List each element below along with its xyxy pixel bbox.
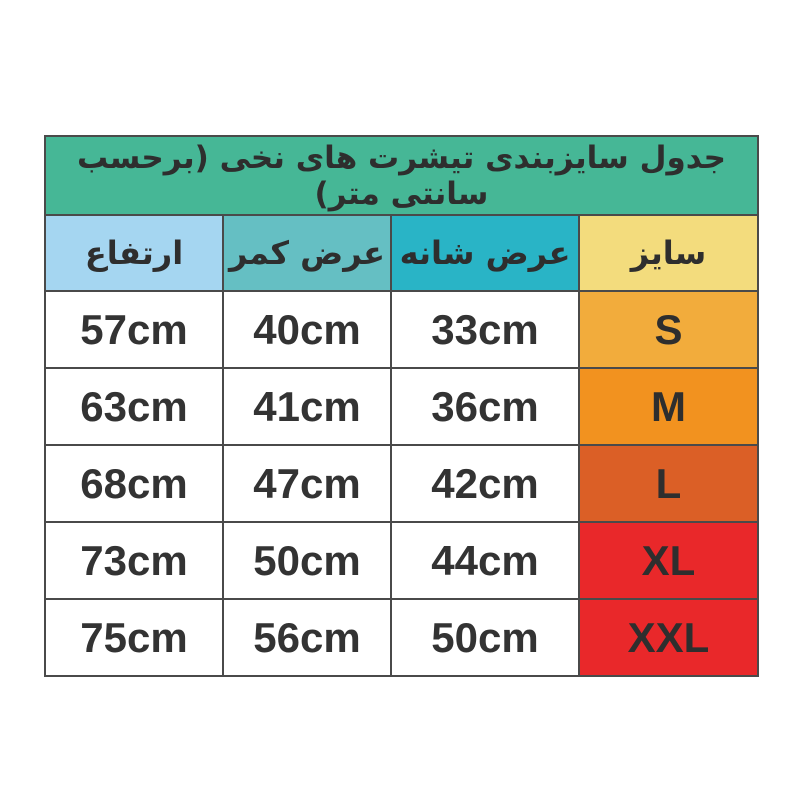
table-row-m: M 36cm 41cm 63cm [44, 367, 759, 446]
waist-width-cell: 47cm [222, 444, 392, 523]
size-cell: XXL [578, 598, 759, 677]
size-chart-table: جدول سایزبندی تیشرت های نخی (برحسب سانتی… [44, 135, 759, 677]
shoulder-width-cell: 33cm [390, 290, 580, 369]
column-header-height: ارتفاع [44, 214, 224, 292]
shoulder-width-cell: 50cm [390, 598, 580, 677]
title-row: جدول سایزبندی تیشرت های نخی (برحسب سانتی… [44, 135, 759, 216]
column-header-size: سایز [578, 214, 759, 292]
size-cell: M [578, 367, 759, 446]
size-cell: L [578, 444, 759, 523]
table-row-xl: XL 44cm 50cm 73cm [44, 521, 759, 600]
table-row-xxl: XXL 50cm 56cm 75cm [44, 598, 759, 677]
waist-width-cell: 50cm [222, 521, 392, 600]
height-cell: 73cm [44, 521, 224, 600]
shoulder-width-cell: 42cm [390, 444, 580, 523]
size-cell: XL [578, 521, 759, 600]
column-header-waist-width: عرض کمر [222, 214, 392, 292]
column-header-shoulder-width: عرض شانه [390, 214, 580, 292]
height-cell: 63cm [44, 367, 224, 446]
size-cell: S [578, 290, 759, 369]
height-cell: 68cm [44, 444, 224, 523]
waist-width-cell: 41cm [222, 367, 392, 446]
table-title: جدول سایزبندی تیشرت های نخی (برحسب سانتی… [44, 135, 759, 216]
height-cell: 75cm [44, 598, 224, 677]
waist-width-cell: 56cm [222, 598, 392, 677]
table-row-l: L 42cm 47cm 68cm [44, 444, 759, 523]
table-row-s: S 33cm 40cm 57cm [44, 290, 759, 369]
shoulder-width-cell: 36cm [390, 367, 580, 446]
header-row: سایز عرض شانه عرض کمر ارتفاع [44, 214, 759, 292]
shoulder-width-cell: 44cm [390, 521, 580, 600]
waist-width-cell: 40cm [222, 290, 392, 369]
height-cell: 57cm [44, 290, 224, 369]
